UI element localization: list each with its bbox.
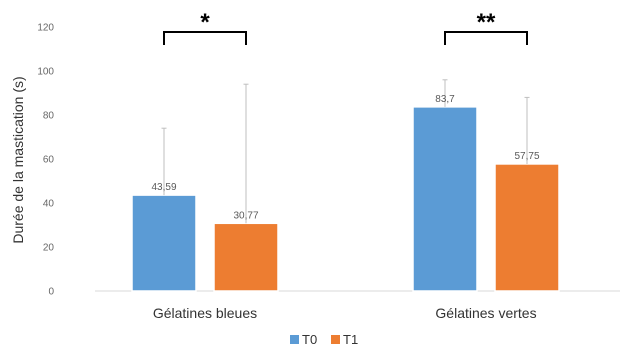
bar-t0: [412, 106, 478, 292]
y-tick-label: 60: [43, 155, 55, 166]
legend-label-t1: T1: [343, 332, 358, 347]
bar-t1: [213, 222, 279, 292]
y-axis-label: Durée de la mastication (s): [10, 76, 26, 243]
y-tick-label: 100: [37, 67, 54, 78]
data-label: 30,77: [233, 210, 258, 221]
data-label: 57,75: [514, 151, 539, 162]
legend-label-t0: T0: [302, 332, 317, 347]
significance-bracket: [444, 31, 528, 45]
significance-bracket: [163, 31, 247, 45]
y-tick-label: 120: [37, 23, 54, 34]
data-label: 83,7: [435, 94, 455, 105]
data-label: 43,59: [151, 182, 176, 193]
significance-marker: *: [200, 9, 210, 36]
y-tick-label: 80: [43, 111, 55, 122]
legend-swatch-t1: [331, 335, 340, 344]
y-tick-label: 40: [43, 199, 55, 210]
legend-swatch-t0: [290, 335, 299, 344]
y-tick-label: 20: [43, 243, 55, 254]
bar-t1: [494, 163, 560, 292]
significance-marker: **: [477, 9, 496, 36]
bar-t0: [131, 194, 197, 292]
y-tick-label: 0: [48, 287, 54, 298]
category-label: Gélatines bleues: [153, 305, 257, 321]
category-label: Gélatines vertes: [435, 305, 536, 321]
